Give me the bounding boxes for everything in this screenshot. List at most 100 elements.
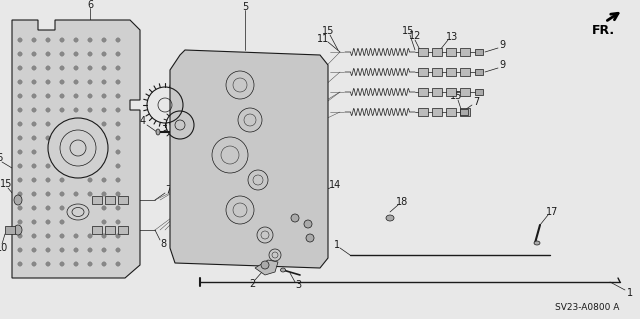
Circle shape [88,66,92,70]
Circle shape [116,206,120,210]
Bar [446,48,456,56]
Bar [432,108,442,116]
Circle shape [32,234,36,238]
Circle shape [18,248,22,252]
Circle shape [46,206,50,210]
Circle shape [88,178,92,182]
Circle shape [74,66,78,70]
Circle shape [88,94,92,98]
Circle shape [74,38,78,42]
Bar [460,88,470,96]
Circle shape [74,192,78,196]
Circle shape [102,66,106,70]
Bar [92,226,102,234]
Text: 6: 6 [87,0,93,10]
Circle shape [102,80,106,84]
Circle shape [102,178,106,182]
Circle shape [32,178,36,182]
Circle shape [32,80,36,84]
Circle shape [18,136,22,140]
Circle shape [32,164,36,168]
Bar [418,68,428,76]
Circle shape [60,248,64,252]
Text: 2: 2 [249,279,255,289]
Circle shape [102,234,106,238]
Circle shape [88,108,92,112]
Text: 15: 15 [450,91,462,101]
Circle shape [32,206,36,210]
Circle shape [60,192,64,196]
Circle shape [18,94,22,98]
Circle shape [60,178,64,182]
Text: 8: 8 [160,239,166,249]
Circle shape [102,206,106,210]
Circle shape [116,38,120,42]
Circle shape [102,192,106,196]
Bar [432,68,442,76]
Bar [92,196,102,204]
Text: 10: 10 [0,243,8,253]
Circle shape [18,108,22,112]
Text: 19: 19 [312,240,324,250]
Circle shape [102,108,106,112]
Text: 15: 15 [322,26,334,36]
Circle shape [46,248,50,252]
Circle shape [18,262,22,266]
Circle shape [18,206,22,210]
Circle shape [18,234,22,238]
Circle shape [32,94,36,98]
Ellipse shape [534,241,540,245]
Circle shape [116,248,120,252]
Text: 7: 7 [165,185,171,195]
Circle shape [60,66,64,70]
Circle shape [18,38,22,42]
Circle shape [18,80,22,84]
Circle shape [291,214,299,222]
Circle shape [60,262,64,266]
Circle shape [88,192,92,196]
Circle shape [60,38,64,42]
Text: 14: 14 [329,180,341,190]
Circle shape [102,38,106,42]
Text: 11: 11 [317,34,329,44]
Circle shape [74,262,78,266]
Circle shape [60,80,64,84]
Text: FR.: FR. [591,24,614,36]
Circle shape [32,136,36,140]
Circle shape [46,108,50,112]
Polygon shape [12,20,140,278]
Bar [446,108,456,116]
Circle shape [116,136,120,140]
Circle shape [32,150,36,154]
Text: 16: 16 [0,153,4,163]
Bar [118,226,128,234]
Circle shape [74,52,78,56]
Circle shape [60,94,64,98]
Bar [5,226,15,234]
Text: 9: 9 [499,40,505,50]
Bar [418,88,428,96]
Circle shape [116,192,120,196]
Bar [105,196,115,204]
Circle shape [46,52,50,56]
Circle shape [116,178,120,182]
Text: 1: 1 [627,288,633,298]
Ellipse shape [14,195,22,205]
Bar [460,109,468,115]
Text: 18: 18 [396,197,408,207]
Circle shape [60,52,64,56]
Circle shape [102,220,106,224]
Text: 9: 9 [499,60,505,70]
Circle shape [102,122,106,126]
Ellipse shape [280,268,285,272]
Text: 15: 15 [0,179,12,189]
Circle shape [116,122,120,126]
Circle shape [46,262,50,266]
Circle shape [88,38,92,42]
Circle shape [74,94,78,98]
Ellipse shape [156,129,160,135]
Circle shape [116,150,120,154]
Bar [446,88,456,96]
Bar [475,69,483,75]
Circle shape [306,234,314,242]
